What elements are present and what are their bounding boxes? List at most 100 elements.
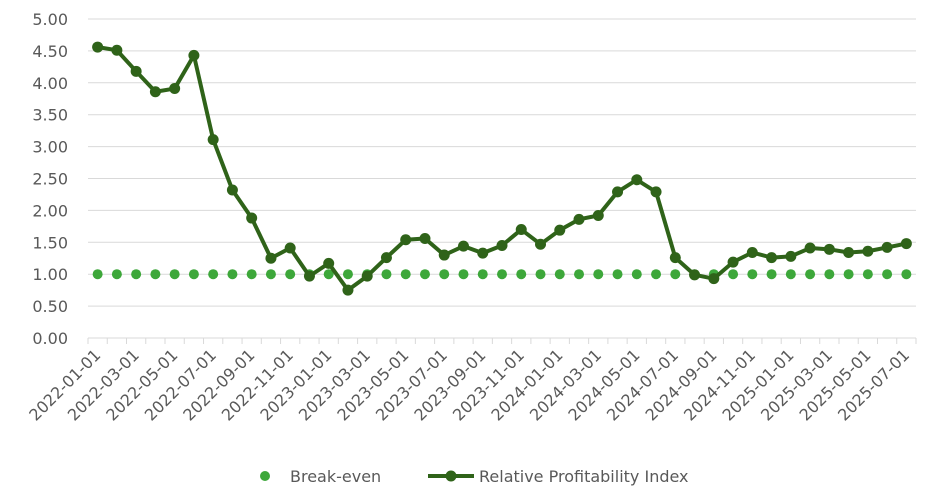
data-point	[766, 269, 777, 280]
data-point	[901, 269, 912, 280]
data-point	[612, 186, 624, 198]
data-point	[824, 269, 835, 280]
y-tick-label: 4.50	[32, 42, 68, 61]
data-point	[169, 83, 181, 95]
data-point	[554, 269, 565, 280]
data-point	[573, 213, 585, 225]
series-break-even	[92, 269, 912, 280]
data-point	[381, 269, 392, 280]
data-point	[574, 269, 585, 280]
series-relative-profitability-index	[92, 41, 912, 296]
data-point	[92, 41, 104, 53]
data-point	[111, 269, 122, 280]
x-axis	[87, 337, 917, 344]
data-point	[131, 269, 142, 280]
data-point	[843, 269, 854, 280]
y-tick-label: 3.00	[32, 138, 68, 157]
y-tick-label: 0.50	[32, 297, 68, 316]
series-line	[95, 45, 909, 293]
data-point	[592, 210, 604, 222]
data-point	[227, 269, 238, 280]
data-point	[111, 44, 123, 56]
y-tick-label: 5.00	[32, 10, 68, 29]
data-point	[515, 224, 527, 236]
data-point	[805, 269, 816, 280]
y-tick-label: 0.00	[32, 329, 68, 348]
data-point	[631, 174, 643, 186]
data-point	[149, 86, 161, 98]
data-point	[246, 269, 257, 280]
data-point	[862, 269, 873, 280]
data-point	[323, 269, 334, 280]
data-point	[689, 269, 701, 281]
data-point	[188, 269, 199, 280]
legend-label-relative-profitability-index: Relative Profitability Index	[479, 467, 689, 486]
data-point	[477, 247, 489, 259]
legend-marker-break-even	[260, 471, 270, 481]
data-point	[265, 252, 277, 264]
y-axis-ticks: 0.00 0.50 1.00 1.50 2.00 2.50 3.00 3.50 4.00 4.50…	[32, 10, 68, 348]
y-tick-label: 2.50	[32, 170, 68, 189]
data-point	[361, 270, 373, 282]
data-point	[728, 269, 739, 280]
data-point	[535, 269, 546, 280]
series-layer	[92, 41, 912, 296]
y-tick-label: 3.50	[32, 106, 68, 125]
data-point	[496, 239, 508, 251]
data-point	[457, 240, 469, 252]
data-point	[226, 184, 238, 196]
data-point	[400, 234, 412, 246]
data-point	[843, 247, 855, 259]
legend-label-break-even: Break-even	[290, 467, 381, 486]
data-point	[746, 247, 758, 259]
data-point	[285, 269, 296, 280]
data-point	[439, 269, 450, 280]
y-tick-label: 2.00	[32, 201, 68, 220]
data-point	[342, 284, 354, 296]
data-point	[246, 212, 258, 224]
data-point	[477, 269, 488, 280]
legend-marker-relative-profitability-index	[445, 470, 457, 482]
data-point	[708, 273, 720, 285]
y-tick-label: 1.50	[32, 233, 68, 252]
data-point	[130, 65, 142, 77]
data-point	[284, 242, 296, 254]
data-point	[419, 232, 431, 244]
data-point	[882, 269, 893, 280]
x-axis-ticks: 2022-01-012022-03-012022-05-012022-07-01…	[25, 345, 913, 424]
data-point	[208, 269, 219, 280]
data-point	[169, 269, 180, 280]
data-point	[670, 269, 681, 280]
data-point	[400, 269, 411, 280]
data-point	[497, 269, 507, 280]
data-point	[303, 270, 315, 282]
data-point	[631, 269, 642, 280]
data-point	[900, 238, 912, 250]
data-point	[727, 256, 739, 268]
data-point	[323, 257, 335, 269]
data-point	[92, 269, 103, 280]
y-tick-label: 4.00	[32, 74, 68, 93]
data-point	[650, 186, 662, 198]
data-point	[554, 224, 566, 236]
data-point	[651, 269, 662, 280]
data-point	[785, 250, 797, 262]
data-point	[265, 269, 276, 280]
data-point	[612, 269, 623, 280]
data-point	[458, 269, 469, 280]
data-point	[207, 134, 219, 146]
legend: Break-even Relative Profitability Index	[260, 467, 689, 486]
y-tick-label: 1.00	[32, 265, 68, 284]
data-point	[766, 252, 778, 264]
data-point	[150, 269, 161, 280]
data-point	[881, 241, 893, 253]
gridlines	[88, 18, 916, 307]
data-point	[380, 252, 392, 264]
data-point	[535, 238, 547, 250]
data-point	[785, 269, 796, 280]
data-point	[862, 245, 874, 257]
data-point	[823, 243, 835, 255]
data-point	[516, 269, 527, 280]
data-point	[669, 252, 681, 264]
